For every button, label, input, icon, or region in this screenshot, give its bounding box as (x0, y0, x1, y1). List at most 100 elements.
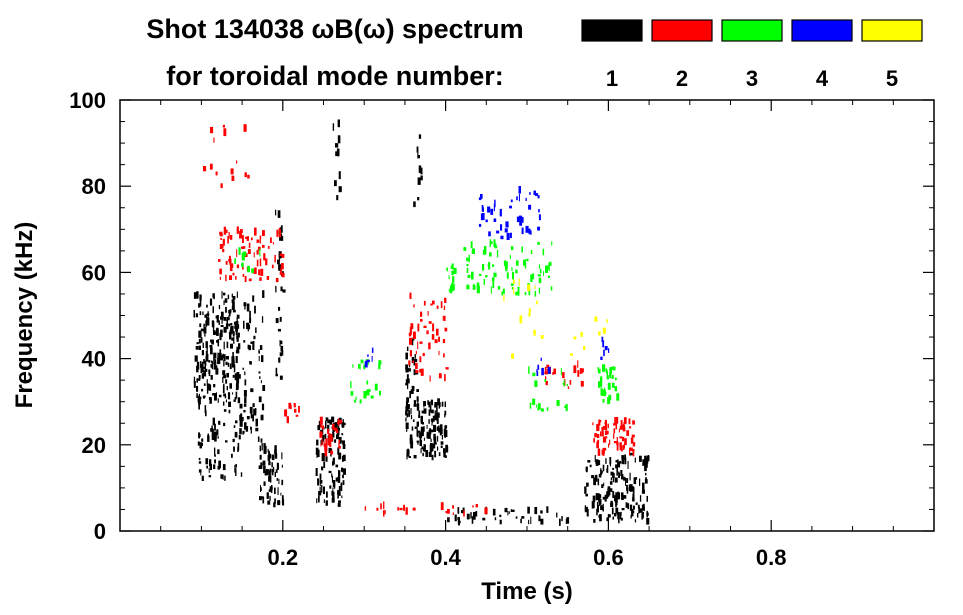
spectrum-point (406, 454, 408, 460)
spectrum-point (613, 433, 615, 439)
spectrum-point (342, 444, 346, 449)
spectrum-point (244, 379, 247, 386)
spectrum-point (604, 430, 608, 435)
spectrum-point (215, 315, 218, 319)
spectrum-point (405, 422, 409, 429)
spectrum-point (209, 463, 212, 470)
spectrum-point (354, 399, 357, 403)
spectrum-point (444, 401, 446, 408)
spectrum-point (637, 504, 640, 509)
spectrum-point (489, 252, 492, 257)
series-n=2 (203, 124, 636, 517)
spectrum-point (626, 478, 629, 483)
spectrum-point (325, 438, 328, 446)
spectrum-point (614, 477, 618, 483)
spectrum-point (338, 439, 340, 446)
spectrum-point (585, 493, 588, 497)
spectrum-point (213, 384, 216, 388)
spectrum-point (632, 493, 635, 502)
spectrum-point (609, 481, 613, 485)
spectrum-point (213, 431, 217, 439)
spectrum-point (618, 518, 620, 524)
spectrum-point (476, 285, 480, 294)
spectrum-point (323, 461, 326, 468)
spectrum-point (633, 477, 637, 485)
spectrum-point (317, 478, 319, 486)
spectrum-point (546, 368, 548, 375)
spectrum-point (521, 516, 525, 519)
spectrum-point (413, 201, 416, 208)
spectrum-point (609, 488, 613, 492)
spectrum-point (222, 474, 224, 480)
spectrum-point (255, 418, 258, 427)
spectrum-point (325, 456, 328, 462)
spectrum-point (336, 195, 339, 201)
spectrum-point (444, 297, 447, 303)
spectrum-point (629, 447, 631, 456)
spectrum-point (454, 514, 457, 522)
spectrum-point (533, 190, 536, 195)
spectrum-point (229, 383, 232, 389)
spectrum-point (417, 442, 419, 445)
spectrum-point (406, 413, 409, 418)
spectrum-point (618, 492, 621, 500)
spectrum-point (223, 300, 225, 306)
spectrum-point (428, 342, 431, 350)
spectrum-point (227, 236, 229, 244)
spectrum-point (406, 378, 410, 384)
spectrum-point (420, 175, 423, 181)
spectrum-point (442, 339, 446, 344)
spectrum-point (250, 341, 253, 344)
spectrum-point (231, 293, 233, 298)
spectrum-point (325, 420, 327, 429)
spectrum-point (230, 325, 234, 333)
spectrum-point (434, 450, 437, 458)
spectrum-point (556, 512, 558, 518)
spectrum-point (225, 356, 229, 360)
spectrum-point (615, 421, 618, 430)
spectrum-point (276, 229, 279, 237)
spectrum-point (443, 451, 446, 458)
spectrum-point (210, 428, 214, 432)
spectrum-point (271, 454, 275, 460)
spectrum-point (278, 228, 280, 234)
spectrum-point (261, 316, 264, 323)
spectrum-point (229, 275, 232, 280)
spectrum-point (423, 444, 426, 452)
spectrum-point (593, 477, 596, 486)
spectrum-point (612, 467, 615, 470)
spectrum-point (276, 462, 278, 470)
spectrum-point (279, 264, 281, 272)
spectrum-point (223, 422, 226, 427)
spectrum-point (548, 263, 550, 272)
spectrum-point (489, 239, 491, 248)
spectrum-point (440, 424, 443, 432)
spectrum-point (515, 269, 518, 274)
spectrum-point (260, 462, 263, 469)
spectrum-point (282, 499, 285, 506)
spectrum-point (321, 438, 323, 445)
spectrum-point (516, 196, 518, 201)
spectrum-point (215, 368, 219, 375)
spectrum-point (421, 410, 424, 414)
spectrum-point (602, 506, 604, 511)
spectrum-point (630, 452, 633, 456)
spectrum-point (196, 291, 199, 299)
spectrum-point (646, 458, 649, 464)
spectrum-point (645, 462, 648, 468)
spectrum-point (530, 274, 533, 282)
spectrum-point (233, 425, 236, 428)
spectrum-point (600, 389, 603, 396)
spectrum-point (418, 165, 422, 173)
spectrum-point (252, 403, 255, 408)
spectrum-point (405, 417, 407, 422)
spectrum-point (449, 285, 453, 294)
spectrum-point (279, 253, 283, 256)
spectrum-point (206, 386, 209, 394)
spectrum-point (276, 478, 279, 481)
spectrum-point (262, 496, 265, 504)
spectrum-point (269, 468, 272, 473)
spectrum-point (439, 427, 441, 433)
spectrum-point (457, 507, 460, 514)
spectrum-point (371, 355, 373, 362)
